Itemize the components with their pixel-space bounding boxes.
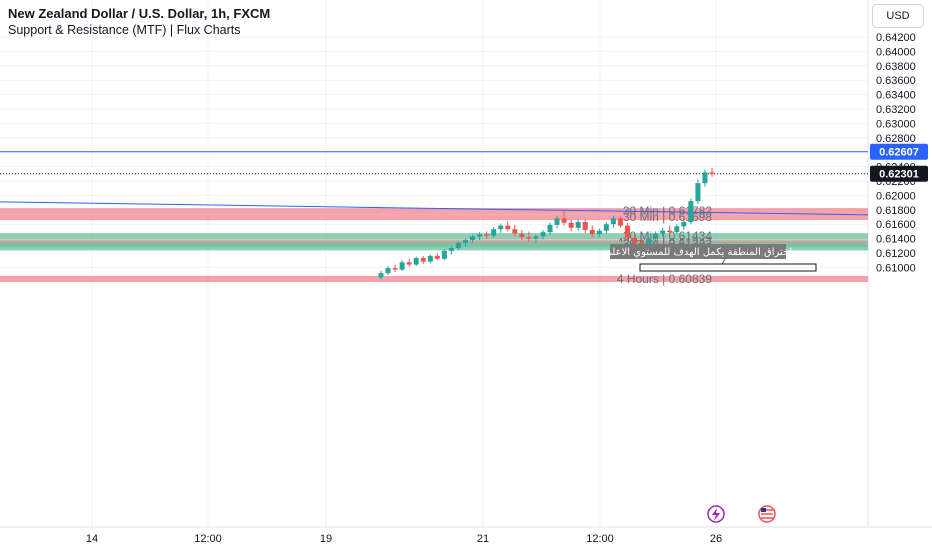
candle xyxy=(463,240,469,243)
candle xyxy=(484,234,490,236)
x-tick-label: 26 xyxy=(710,533,722,545)
y-tick-label: 0.64200 xyxy=(876,32,916,44)
candle xyxy=(575,222,581,228)
support-zone xyxy=(0,241,868,248)
y-tick-label: 0.61400 xyxy=(876,234,916,246)
y-tick-label: 0.63800 xyxy=(876,61,916,73)
y-tick-label: 0.61200 xyxy=(876,248,916,260)
candle xyxy=(526,237,532,239)
y-tick-label: 0.61600 xyxy=(876,219,916,231)
candle xyxy=(455,242,461,248)
x-tick-label: 19 xyxy=(320,533,332,545)
candle xyxy=(547,224,553,233)
chart-header: New Zealand Dollar / U.S. Dollar, 1h, FX… xyxy=(8,6,270,38)
candle xyxy=(610,218,616,225)
y-tick-label: 0.63600 xyxy=(876,75,916,87)
symbol-title: New Zealand Dollar / U.S. Dollar, 1h, FX… xyxy=(8,6,271,21)
y-tick-label: 0.64000 xyxy=(876,46,916,58)
candle xyxy=(505,225,511,230)
zone-label: 4 Hours | 0.60839 xyxy=(617,272,713,286)
last-price-badge-bg xyxy=(870,165,928,182)
annotation-box xyxy=(639,263,817,272)
candle xyxy=(413,258,419,265)
x-tick-label: 12:00 xyxy=(194,533,222,545)
candle xyxy=(617,218,623,226)
candle xyxy=(632,237,638,243)
candle xyxy=(589,229,595,235)
currency-button[interactable]: USD xyxy=(872,4,924,28)
y-tick-label: 0.63000 xyxy=(876,118,916,130)
level-price-badge: 0.62607 xyxy=(879,147,919,159)
candle xyxy=(624,225,630,238)
candle xyxy=(519,233,525,238)
candle xyxy=(702,172,708,184)
resistance-zone xyxy=(0,275,868,282)
trend-line xyxy=(0,201,869,216)
annotation-text: اختراق المنطقة يكمل الهدف للمستوي الاعلي xyxy=(604,247,792,258)
lightning-glyph xyxy=(712,508,720,521)
support-zone xyxy=(0,244,868,251)
candle xyxy=(695,183,701,202)
candle xyxy=(512,229,518,234)
candle xyxy=(561,218,567,223)
y-tick-label: 0.62800 xyxy=(876,133,916,145)
annotation-pointer xyxy=(721,258,726,265)
indicator-title[interactable]: Support & Resistance (MTF) | Flux Charts xyxy=(8,23,241,37)
candle xyxy=(477,234,483,237)
candle xyxy=(596,230,602,235)
candle xyxy=(709,172,715,174)
candle xyxy=(441,250,447,259)
x-tick-label: 12:00 xyxy=(586,533,614,545)
candle xyxy=(674,226,680,233)
y-tick-label: 0.61000 xyxy=(876,262,916,274)
candle xyxy=(385,268,391,274)
candle xyxy=(533,236,539,239)
candle xyxy=(681,222,687,227)
candle xyxy=(646,238,652,246)
candle xyxy=(406,262,412,265)
x-tick-label: 14 xyxy=(86,533,98,545)
candle xyxy=(603,224,609,231)
y-tick-label: 0.63400 xyxy=(876,90,916,102)
y-tick-label: 0.61800 xyxy=(876,205,916,217)
resistance-zone xyxy=(0,214,868,221)
last-price-badge: 0.62301 xyxy=(879,169,919,181)
candle xyxy=(554,218,560,225)
flag-canton xyxy=(761,508,766,512)
candle xyxy=(498,225,504,230)
candle xyxy=(434,255,440,259)
candle xyxy=(667,230,673,233)
resistance-zone xyxy=(0,208,868,215)
candle xyxy=(378,273,384,278)
candle xyxy=(392,268,398,270)
annotation-label-bg xyxy=(610,244,786,259)
y-tick-label: 0.62000 xyxy=(876,190,916,202)
candle xyxy=(427,255,433,262)
candle xyxy=(653,233,659,239)
candle xyxy=(582,222,588,230)
y-tick-label: 0.63200 xyxy=(876,104,916,116)
candle xyxy=(568,222,574,228)
candle xyxy=(399,262,405,270)
support-zone xyxy=(0,233,868,240)
level-price-badge-bg xyxy=(870,143,928,160)
candle xyxy=(540,232,546,237)
x-tick-label: 21 xyxy=(477,533,489,545)
candle xyxy=(660,230,666,234)
candle xyxy=(491,229,497,236)
candle xyxy=(470,236,476,241)
candle xyxy=(688,201,694,223)
candle xyxy=(420,258,426,262)
candle xyxy=(448,247,454,251)
